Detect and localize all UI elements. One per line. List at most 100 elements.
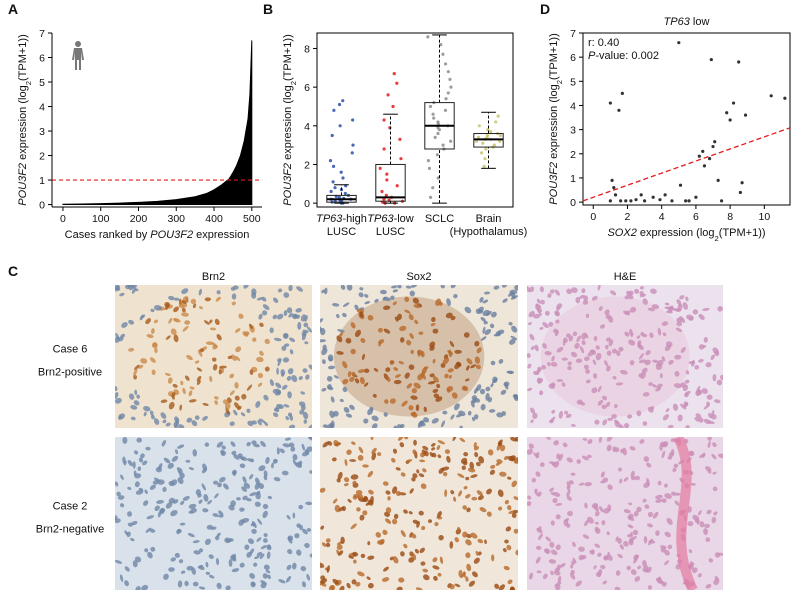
nucleus — [662, 414, 670, 421]
nucleus — [404, 296, 410, 303]
nucleus — [674, 500, 680, 506]
nucleus — [177, 470, 182, 475]
y-tick-label: 6 — [304, 82, 310, 94]
nucleus — [472, 571, 478, 578]
nucleus — [548, 383, 556, 389]
jitter-point — [382, 197, 386, 201]
point — [612, 186, 616, 190]
nucleus — [246, 498, 252, 502]
nucleus — [507, 370, 515, 375]
nucleus — [557, 575, 562, 584]
nucleus — [453, 403, 460, 411]
nucleus — [530, 346, 535, 351]
nucleus — [591, 387, 598, 394]
nucleus — [338, 331, 344, 339]
nucleus — [227, 355, 233, 359]
nucleus — [344, 483, 349, 487]
nucleus — [351, 579, 357, 585]
nucleus — [385, 367, 391, 372]
nucleus — [561, 357, 568, 361]
jitter-point — [399, 157, 403, 161]
nucleus — [634, 288, 640, 294]
nucleus — [177, 444, 185, 449]
y-tick-label: 2 — [39, 151, 45, 163]
jitter-point — [380, 189, 384, 194]
nucleus — [646, 462, 652, 468]
nucleus — [363, 418, 369, 424]
nucleus — [432, 376, 439, 383]
nucleus — [149, 410, 154, 416]
nucleus — [422, 374, 426, 380]
nucleus — [642, 298, 648, 305]
nucleus — [302, 329, 309, 334]
nucleus — [238, 313, 244, 319]
nucleus — [301, 581, 307, 588]
nucleus — [582, 438, 588, 441]
nucleus — [584, 502, 588, 509]
nucleus — [278, 404, 284, 409]
nucleus — [155, 466, 162, 473]
point — [694, 195, 698, 199]
nucleus — [170, 328, 177, 336]
nucleus — [675, 327, 683, 333]
nucleus — [475, 364, 481, 370]
nucleus — [692, 514, 700, 521]
nucleus — [350, 348, 356, 355]
nucleus — [713, 399, 721, 404]
nucleus — [223, 483, 229, 490]
nucleus — [332, 302, 340, 307]
nucleus — [403, 543, 408, 549]
jitter-point — [341, 176, 345, 180]
nucleus — [212, 364, 218, 371]
jitter-point — [492, 143, 496, 147]
nucleus — [115, 333, 120, 341]
nucleus — [383, 305, 391, 310]
nucleus — [221, 445, 226, 450]
nucleus — [428, 519, 433, 524]
nucleus — [679, 295, 685, 300]
nucleus — [508, 321, 513, 326]
nucleus — [364, 368, 370, 374]
nucleus — [548, 559, 557, 564]
nucleus — [349, 376, 355, 382]
nucleus — [463, 485, 468, 490]
nucleus — [357, 454, 364, 461]
nucleus — [537, 491, 542, 497]
nucleus — [414, 319, 419, 325]
nucleus — [297, 321, 302, 330]
nucleus — [377, 452, 382, 457]
nucleus — [196, 367, 203, 372]
nucleus — [530, 419, 534, 424]
nucleus — [225, 402, 231, 410]
nucleus — [647, 307, 655, 312]
nucleus — [716, 379, 723, 386]
nucleus — [272, 459, 278, 464]
nucleus — [630, 470, 635, 478]
nucleus — [242, 476, 247, 484]
nucleus — [230, 500, 236, 507]
nucleus — [134, 481, 140, 488]
nucleus — [371, 447, 377, 455]
nucleus — [302, 368, 308, 373]
nucleus — [666, 517, 673, 525]
nucleus — [572, 331, 578, 337]
y-tick-label: 4 — [570, 100, 576, 112]
nucleus — [140, 358, 148, 364]
nucleus — [566, 495, 572, 501]
x-tick-label: 6 — [693, 211, 699, 223]
nucleus — [356, 507, 361, 512]
nucleus — [586, 454, 592, 459]
nucleus — [195, 489, 201, 496]
nucleus — [321, 359, 326, 365]
nucleus — [552, 497, 558, 504]
nucleus — [153, 305, 162, 311]
nucleus — [152, 342, 158, 349]
nucleus — [252, 337, 257, 342]
nucleus — [338, 550, 344, 556]
nucleus — [570, 351, 578, 358]
nucleus — [322, 424, 327, 428]
nucleus — [474, 340, 480, 347]
nucleus — [362, 496, 369, 503]
nucleus — [387, 496, 391, 501]
panel-label: B — [263, 1, 273, 17]
